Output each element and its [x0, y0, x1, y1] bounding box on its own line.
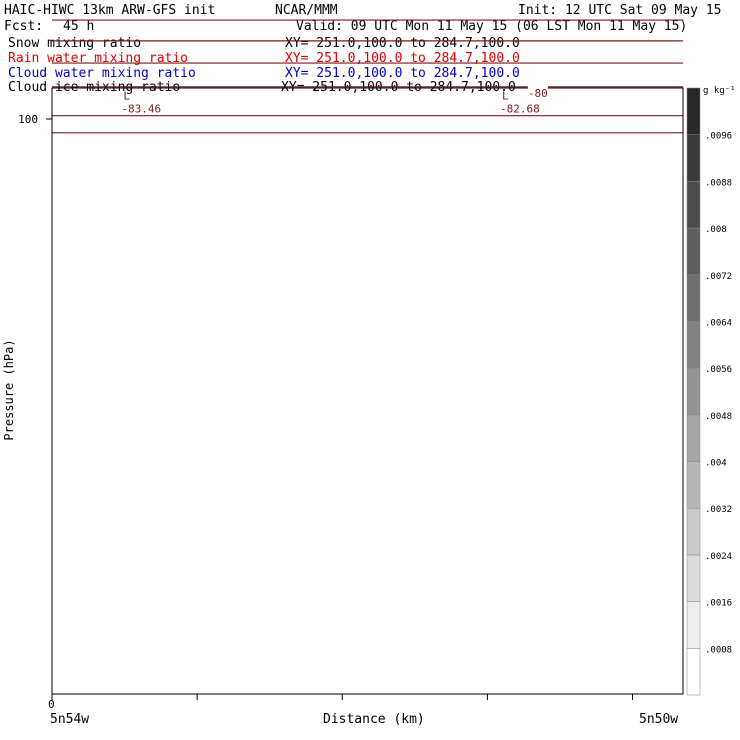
colorbar-swatch: [686, 274, 701, 322]
extremum-value: -83.46: [121, 103, 161, 116]
colorbar-swatch: [686, 554, 701, 602]
axes-layer: 1002003004005006007008009001000Pressure …: [2, 113, 634, 700]
colorbar: .0008 .0016 .0024 .0032 .004 .0048 .0056 .0064.…: [686, 87, 732, 696]
colorbar-label: .0032: [705, 505, 732, 515]
field-rain-name: Rain water mixing ratio: [8, 51, 189, 66]
x-left-label: 5n54w: [50, 712, 90, 727]
contour-label: -80: [528, 87, 548, 100]
x-right-label: 5n50w: [639, 712, 679, 727]
model-title: HAIC-HIWC 13km ARW-GFS init: [4, 3, 216, 18]
field-cloudwater-name: Cloud water mixing ratio: [8, 66, 196, 81]
valid-time: Valid: 09 UTC Mon 11 May 15 (06 LST Mon …: [296, 19, 688, 34]
extremum-mark: L: [502, 90, 509, 103]
annotation-layer: -80-40-30-30-20-20-10-100010102020L-83.4…: [121, 85, 548, 116]
colorbar-swatch: [686, 461, 701, 509]
colorbar-label: .0064: [705, 318, 732, 328]
colorbar-swatch: [686, 227, 701, 276]
org-label: NCAR/MMM: [275, 3, 338, 18]
colorbar-swatch: [686, 321, 701, 369]
colorbar-swatch: [686, 601, 701, 649]
colorbar-label: .0096: [705, 132, 732, 142]
colorbar-swatch: [686, 507, 701, 556]
fcst-value: 45 h: [63, 19, 95, 34]
colorbar-label: .0016: [705, 599, 732, 609]
extremum-value: -82.68: [500, 103, 540, 116]
colorbar-swatch: [686, 181, 701, 229]
y-axis-title: Pressure (hPa): [2, 339, 16, 440]
x-tick-label: 0: [48, 698, 55, 711]
colorbar-swatch: [686, 648, 701, 696]
colorbar-swatch: [686, 414, 701, 462]
x-axis-title: Distance (km): [323, 712, 425, 727]
colorbar-label: .0088: [705, 178, 732, 188]
y-tick-label: 100: [18, 113, 38, 126]
colorbar-label: .008: [705, 225, 727, 235]
field-snow-name: Snow mixing ratio: [8, 36, 142, 51]
colorbar-swatch: [686, 134, 701, 182]
colorbar-label: .0008: [705, 645, 732, 655]
plot-frame: [51, 87, 684, 695]
colorbar-label: .0048: [705, 412, 732, 422]
colorbar-swatch: [686, 87, 701, 135]
contour-label-bg: [527, 85, 548, 99]
field-rain-xy: XY= 251.0,100.0 to 284.7,100.0: [285, 51, 520, 66]
colorbar-label: .0024: [705, 552, 732, 562]
extremum-mark: L: [123, 90, 130, 103]
colorbar-label: .0056: [705, 365, 732, 375]
init-time: Init: 12 UTC Sat 09 May 15: [518, 3, 722, 18]
plot-border: [51, 87, 684, 695]
contour-layer: [52, 19, 683, 134]
colorbar-label: .004: [705, 459, 727, 469]
fcst-label: Fcst:: [4, 19, 44, 34]
colorbar-swatch: [686, 367, 701, 416]
colorbar-unit: g kg⁻¹: [703, 86, 736, 96]
field-snow-xy: XY= 251.0,100.0 to 284.7,100.0: [285, 36, 520, 51]
field-cloudwater-xy: XY= 251.0,100.0 to 284.7,100.0: [285, 66, 520, 81]
colorbar-label: .0072: [705, 272, 732, 282]
